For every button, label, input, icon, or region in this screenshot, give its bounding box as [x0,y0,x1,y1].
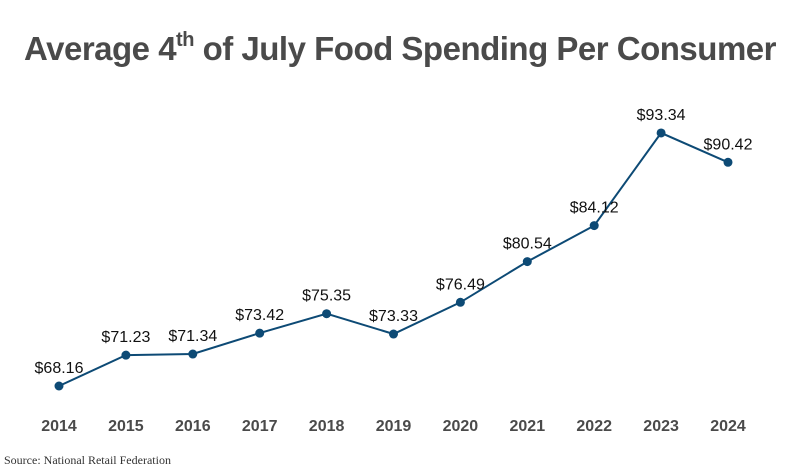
data-point [121,350,131,360]
x-tick-label: 2019 [376,418,412,435]
data-point [255,328,265,338]
x-tick-label: 2022 [576,418,612,435]
data-label: $76.49 [436,276,485,293]
data-label: $73.42 [235,307,284,324]
source-note: Source: National Retail Federation [4,453,171,467]
x-tick-label: 2018 [309,418,345,435]
data-label: $93.34 [637,107,686,124]
data-point [54,381,64,391]
data-point [656,128,666,138]
data-label: $71.34 [168,328,217,345]
data-label: $80.54 [503,236,552,253]
x-tick-label: 2021 [510,418,546,435]
data-point [322,309,332,319]
data-point [188,349,198,359]
x-tick-label: 2017 [242,418,278,435]
data-point [723,157,733,167]
data-point [389,329,398,339]
data-label: $73.33 [369,308,418,325]
data-point [522,257,532,267]
data-label: $71.23 [101,329,150,346]
data-point [455,297,465,307]
data-label: $75.35 [302,288,351,305]
series-line [58,131,729,387]
data-label: $90.42 [704,136,753,153]
x-tick-label: 2020 [443,418,479,435]
chart-title: Average 4th of July Food Spending Per Co… [24,29,776,67]
data-point [589,221,599,231]
data-label: $68.16 [35,360,84,377]
x-tick-label: 2016 [175,418,211,435]
x-tick-label: 2023 [643,418,679,435]
x-tick-label: 2014 [41,418,77,435]
x-tick-label: 2024 [710,418,746,435]
x-tick-label: 2015 [108,418,144,435]
data-label: $84.12 [570,200,619,217]
